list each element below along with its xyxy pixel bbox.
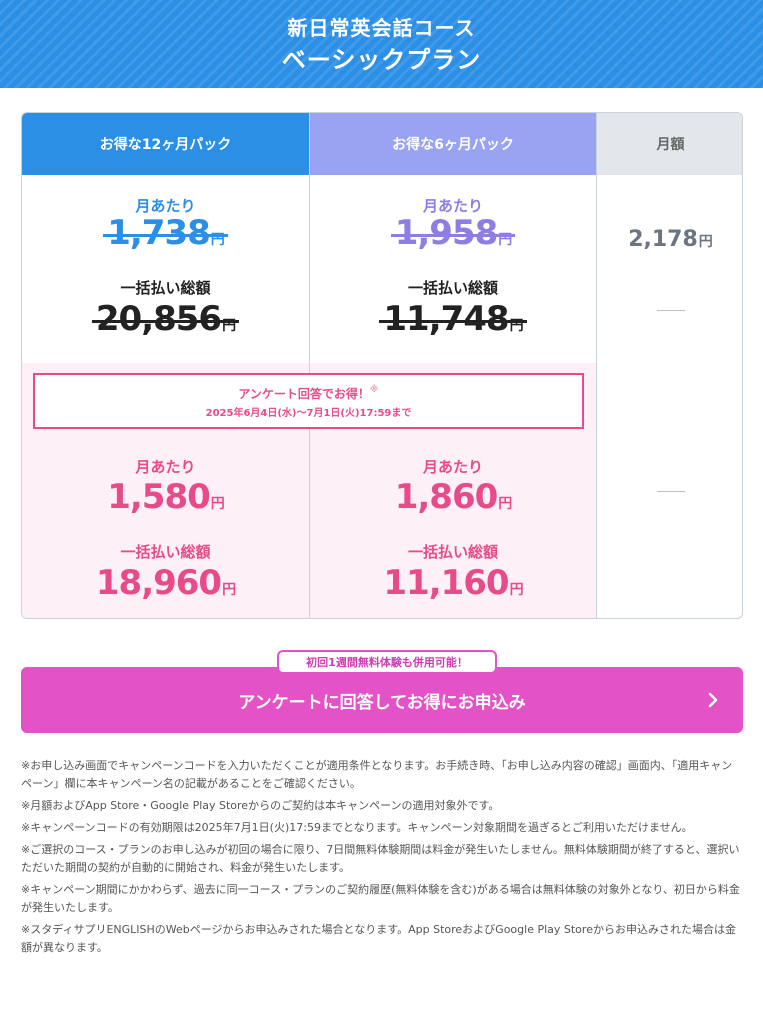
note-item: ※お申し込み画面でキャンペーンコードを入力いただくことが適用条件となります。お手…	[21, 759, 733, 790]
footnote-mark: ※	[369, 385, 379, 395]
regular-total-price: 20,856円	[91, 299, 240, 339]
campaign-month-label: 月あたり	[135, 458, 196, 476]
course-title: 新日常英会話コース	[287, 16, 476, 40]
note-item: ※スタディサプリENGLISHのWebページからお申込みされた場合となります。A…	[21, 923, 736, 954]
note-item: ※ご選択のコース・プランのお申し込みが初回の場合に限り、7日間無料体験期間は料金…	[21, 843, 740, 874]
chevron-right-icon	[708, 692, 718, 708]
monthly-price: 2,178円	[628, 227, 713, 252]
note-item: ※キャンペーン期間にかかわらず、過去に同一コース・プランのご契約履歴(無料体験を…	[21, 883, 740, 914]
column-12-month[interactable]: お得な12ヶ月パック 月あたり 1,738円 一括払い総額 20,856円 月あ…	[22, 113, 309, 618]
pricing-table: お得な12ヶ月パック 月あたり 1,738円 一括払い総額 20,856円 月あ…	[21, 112, 743, 619]
regular-month-price: 1,958円	[390, 213, 515, 253]
apply-survey-button-label: アンケートに回答してお得にお申込み	[238, 692, 526, 713]
note-item: ※キャンペーンコードの有効期限は2025年7月1日(火)17:59までとなります…	[21, 821, 693, 834]
campaign-total-label: 一括払い総額	[407, 543, 498, 561]
campaign-banner: アンケート回答でお得！※ 2025年6月4日(水)〜7月1日(火)17:59まで	[33, 373, 584, 429]
page-header: 新日常英会話コース ベーシックプラン	[0, 0, 763, 88]
not-applicable-dash	[657, 310, 685, 311]
column-header-monthly: 月額	[597, 113, 742, 175]
campaign-total-price: 11,160円	[383, 563, 523, 603]
campaign-month-price: 1,580円	[107, 477, 225, 517]
regular-month-price: 1,738円	[103, 213, 228, 253]
campaign-month-price: 1,860円	[394, 477, 513, 517]
not-applicable-dash	[657, 491, 685, 492]
campaign-total-label: 一括払い総額	[120, 543, 211, 561]
regular-month-label: 月あたり	[422, 197, 483, 215]
campaign-period: 2025年6月4日(水)〜7月1日(火)17:59まで	[205, 408, 412, 419]
column-monthly[interactable]: 月額 2,178円	[596, 113, 742, 618]
column-6-month[interactable]: お得な6ヶ月パック 月あたり 1,958円 一括払い総額 11,748円 月あた…	[309, 113, 596, 618]
campaign-month-label: 月あたり	[422, 458, 483, 476]
free-trial-badge: 初回1週間無料体験も併用可能！	[277, 650, 497, 680]
regular-total-label: 一括払い総額	[120, 279, 211, 297]
campaign-total-price: 18,960円	[95, 563, 236, 603]
column-header-6-month: お得な6ヶ月パック	[310, 113, 596, 175]
note-item: ※月額およびApp Store・Google Play Storeからのご契約は…	[21, 799, 500, 812]
regular-month-label: 月あたり	[135, 197, 196, 215]
column-header-12-month: お得な12ヶ月パック	[22, 113, 309, 175]
plan-title: ベーシックプラン	[281, 46, 482, 74]
regular-total-price: 11,748円	[379, 299, 527, 339]
apply-survey-button[interactable]: アンケートに回答してお得にお申込み	[21, 667, 743, 733]
campaign-title: アンケート回答でお得！※	[238, 385, 379, 401]
regular-total-label: 一括払い総額	[407, 279, 498, 297]
notes-list: ※お申し込み画面でキャンペーンコードを入力いただくことが適用条件となります。お手…	[21, 757, 743, 961]
